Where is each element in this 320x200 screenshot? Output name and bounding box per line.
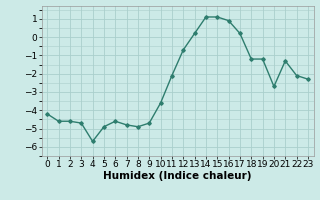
- X-axis label: Humidex (Indice chaleur): Humidex (Indice chaleur): [103, 171, 252, 181]
